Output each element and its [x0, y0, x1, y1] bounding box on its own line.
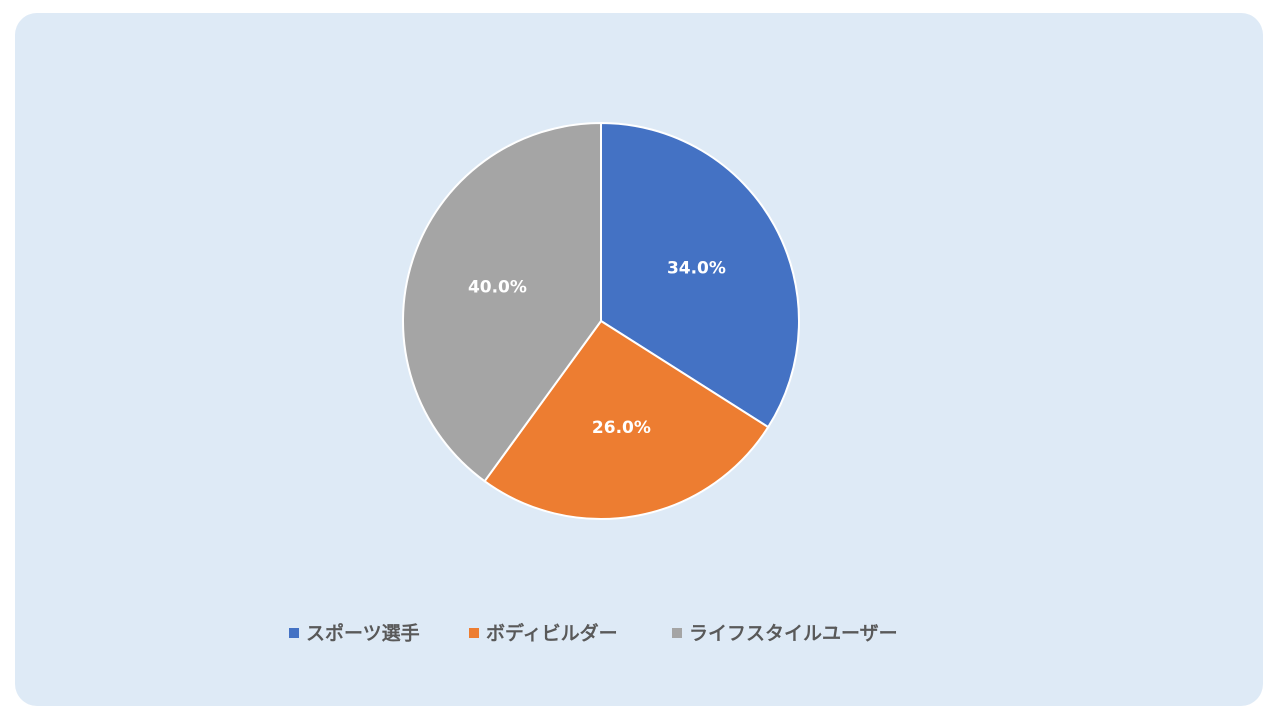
data-label: 34.0% [667, 259, 726, 279]
legend-swatch [672, 628, 682, 638]
legend-swatch [469, 628, 479, 638]
pie: 34.0% 26.0% 40.0% [402, 121, 800, 520]
legend: スポーツ選手 ボディビルダー ライフスタイルユーザー [289, 622, 898, 645]
pie-slice [600, 121, 800, 429]
data-label: 26.0% [592, 418, 651, 438]
data-label: 40.0% [468, 277, 527, 297]
legend-label: ボディビルダー [486, 622, 618, 645]
legend-label: ライフスタイルユーザー [689, 623, 898, 645]
legend-swatch [289, 628, 299, 638]
pie-slice [402, 121, 602, 483]
legend-label: スポーツ選手 [306, 622, 420, 645]
pie-slice [483, 319, 770, 520]
